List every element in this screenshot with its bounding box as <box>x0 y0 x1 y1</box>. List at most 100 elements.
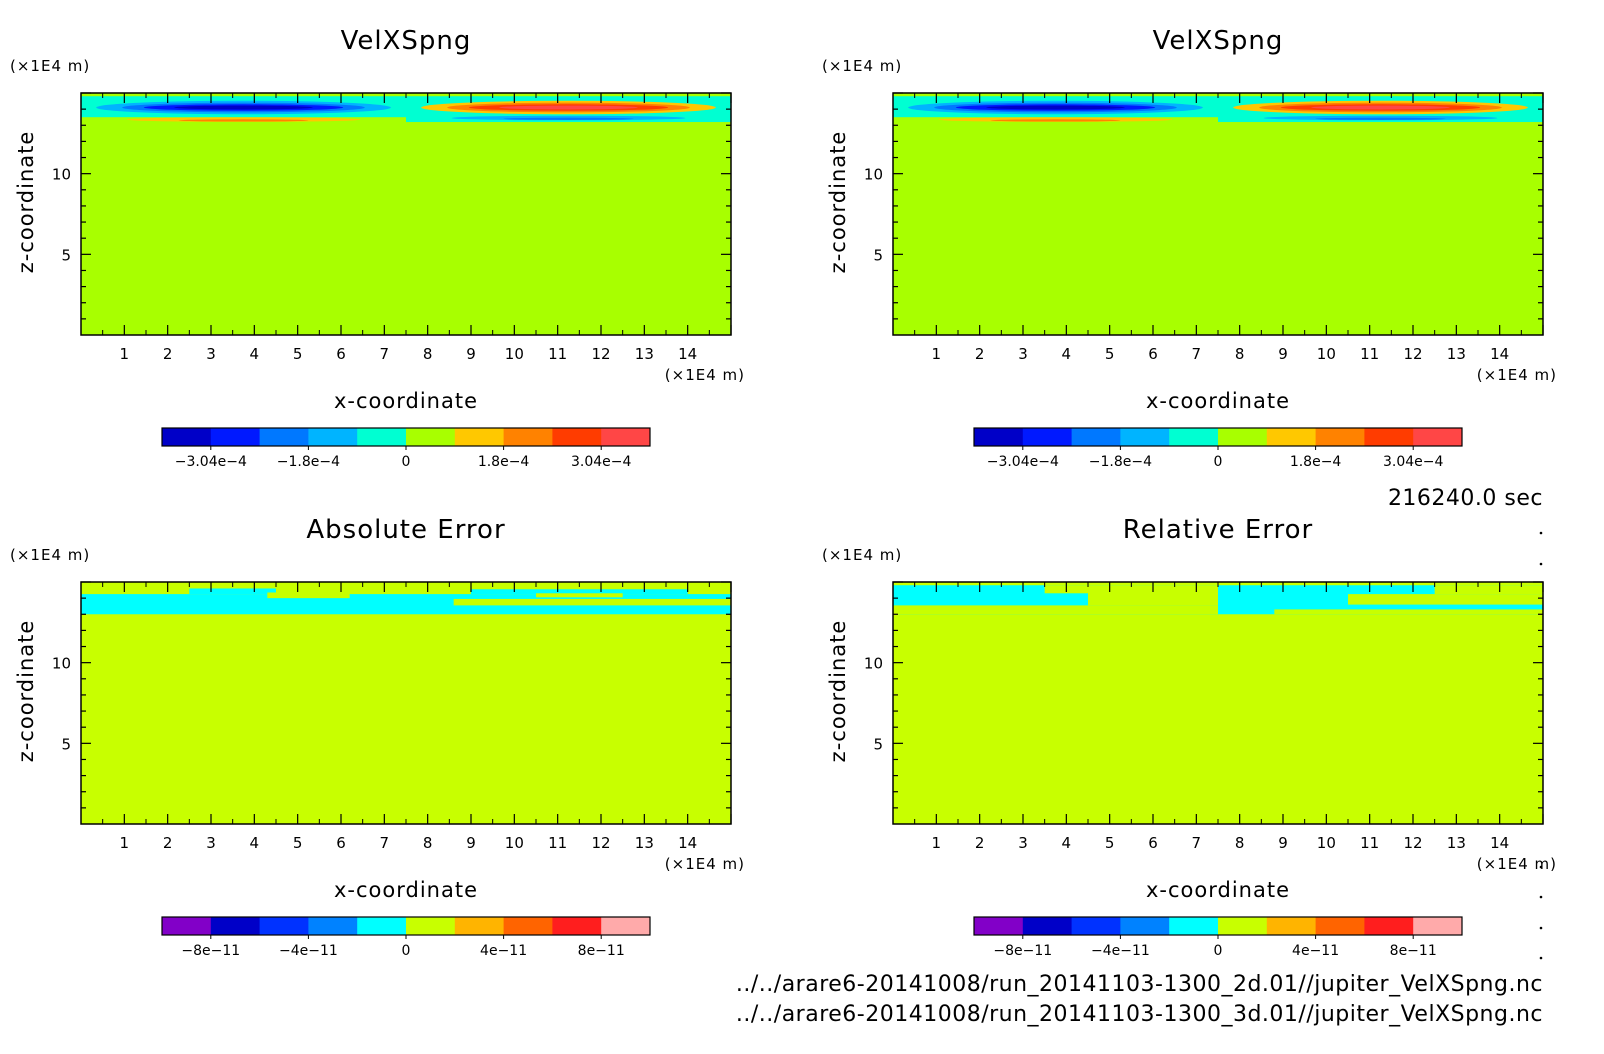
y-unit-label: (×1E4 m) <box>822 57 902 75</box>
x-tick-label: 8 <box>423 834 433 852</box>
colorbar-swatch <box>406 917 456 935</box>
colorbar-swatch <box>1266 428 1317 446</box>
colorbar-swatch <box>1169 917 1219 935</box>
x-tick-label: 3 <box>206 345 216 363</box>
colorbar-swatch <box>308 428 358 446</box>
x-tick-label: 12 <box>591 834 610 852</box>
colorbar-swatch <box>357 917 407 935</box>
x-tick-label: 7 <box>380 345 390 363</box>
colorbar-swatch <box>1218 428 1268 446</box>
margin-dot <box>1539 926 1543 930</box>
colorbar-swatch <box>601 917 651 935</box>
x-tick-label: 4 <box>250 345 260 363</box>
x-tick-label: 2 <box>163 834 173 852</box>
x-unit-label: (×1E4 m) <box>1477 855 1557 873</box>
contour-cell-12 <box>1311 105 1450 110</box>
x-tick-label: 11 <box>1360 834 1379 852</box>
colorbar-tick-label: 1.8e−4 <box>1290 454 1342 470</box>
panel-4: Relative Error(×1E4 m)1 2 3 4 5 6 7 8 9 10 11 12 13 1… <box>822 515 1557 959</box>
x-tick-label: 9 <box>1278 834 1288 852</box>
colorbar-swatch <box>1022 917 1073 935</box>
panel-1: VelXSpng(×1E4 m)1 2 3 4 5 6 7 8 9 10 11 12 13 14510(×… <box>10 26 744 470</box>
x-tick-label: 7 <box>1192 834 1202 852</box>
colorbar-swatch <box>162 428 212 446</box>
x-tick-label: 3 <box>1018 834 1028 852</box>
y-axis-label: z-coordinate <box>14 620 38 763</box>
contour-cell-8 <box>178 119 309 122</box>
x-tick-label: 12 <box>591 345 610 363</box>
colorbar: −8e−11 −4e−11 0 4e−11 8e−11 <box>973 916 1463 959</box>
x-tick-label: 8 <box>1235 834 1245 852</box>
x-tick-label: 4 <box>1062 345 1072 363</box>
colorbar-swatch <box>259 428 309 446</box>
x-tick-label: 1 <box>932 834 942 852</box>
x-tick-label: 4 <box>1062 834 1072 852</box>
x-unit-label: (×1E4 m) <box>665 855 745 873</box>
y-tick-label: 5 <box>61 246 71 264</box>
colorbar-swatch <box>308 917 358 935</box>
file-path-label: ../../arare6-20141008/run_20141103-1300_… <box>736 972 1543 997</box>
colorbar-swatch <box>1315 917 1365 935</box>
contour-field <box>81 582 731 824</box>
margin-dot <box>1539 531 1543 535</box>
field-background <box>81 93 731 335</box>
colorbar-tick-label: −3.04e−4 <box>987 454 1059 470</box>
y-unit-label: (×1E4 m) <box>10 57 90 75</box>
field-background <box>893 93 1543 335</box>
colorbar-swatch <box>454 428 505 446</box>
x-unit-label: (×1E4 m) <box>1477 366 1557 384</box>
colorbar-swatch <box>1315 428 1365 446</box>
contour-cell-14 <box>503 117 634 120</box>
y-axis-label: z-coordinate <box>14 131 38 274</box>
margin-dot <box>1539 865 1543 869</box>
contour-region-6 <box>1348 594 1543 605</box>
colorbar-swatch <box>454 917 505 935</box>
contour-region-5 <box>471 589 688 595</box>
x-tick-label: 2 <box>163 345 173 363</box>
colorbar-swatch <box>552 428 602 446</box>
x-tick-label: 13 <box>1447 345 1466 363</box>
y-tick-label: 10 <box>52 166 71 184</box>
x-tick-label: 1 <box>932 345 942 363</box>
x-tick-label: 10 <box>1317 834 1336 852</box>
colorbar-swatch <box>503 428 553 446</box>
colorbar: −3.04e−4 −1.8e−4 0 1.8e−4 3.04e−4 <box>161 427 651 470</box>
y-axis-label: z-coordinate <box>826 620 850 763</box>
x-tick-label: 6 <box>1148 834 1158 852</box>
x-tick-label: 10 <box>505 834 524 852</box>
y-tick-label: 5 <box>61 735 71 753</box>
x-tick-label: 7 <box>380 834 390 852</box>
x-tick-label: 14 <box>678 834 697 852</box>
x-tick-label: 8 <box>423 345 433 363</box>
contour-cell-6 <box>986 105 1125 110</box>
colorbar-swatch <box>601 428 651 446</box>
x-tick-label: 5 <box>293 834 303 852</box>
colorbar-swatch <box>1413 428 1463 446</box>
contour-cell-12 <box>499 105 638 110</box>
x-tick-label: 5 <box>1105 834 1115 852</box>
colorbar-tick-label: 4e−11 <box>480 943 527 959</box>
x-tick-label: 3 <box>206 834 216 852</box>
colorbar-swatch <box>259 917 309 935</box>
colorbar-swatch <box>1364 917 1414 935</box>
x-tick-label: 1 <box>120 345 130 363</box>
file-path-label: ../../arare6-20141008/run_20141103-1300_… <box>736 1002 1543 1027</box>
contour-cell-14 <box>1315 117 1446 120</box>
contour-cell-6 <box>174 105 313 110</box>
colorbar-swatch <box>1413 917 1463 935</box>
colorbar-swatch <box>1364 428 1414 446</box>
x-tick-label: 14 <box>678 345 697 363</box>
panel-title: Absolute Error <box>306 515 505 545</box>
contour-field <box>893 582 1543 824</box>
x-tick-label: 5 <box>293 345 303 363</box>
colorbar: −3.04e−4 −1.8e−4 0 1.8e−4 3.04e−4 <box>973 427 1463 470</box>
colorbar-swatch <box>1071 917 1121 935</box>
x-tick-label: 10 <box>1317 345 1336 363</box>
colorbar-swatch <box>1169 428 1219 446</box>
colorbar-swatch <box>503 917 553 935</box>
x-tick-label: 13 <box>635 345 654 363</box>
panel-2: VelXSpng(×1E4 m)1 2 3 4 5 6 7 8 9 10 11 12 13 14510(×… <box>822 26 1557 470</box>
panel-title: VelXSpng <box>341 26 472 56</box>
x-tick-label: 14 <box>1490 345 1509 363</box>
